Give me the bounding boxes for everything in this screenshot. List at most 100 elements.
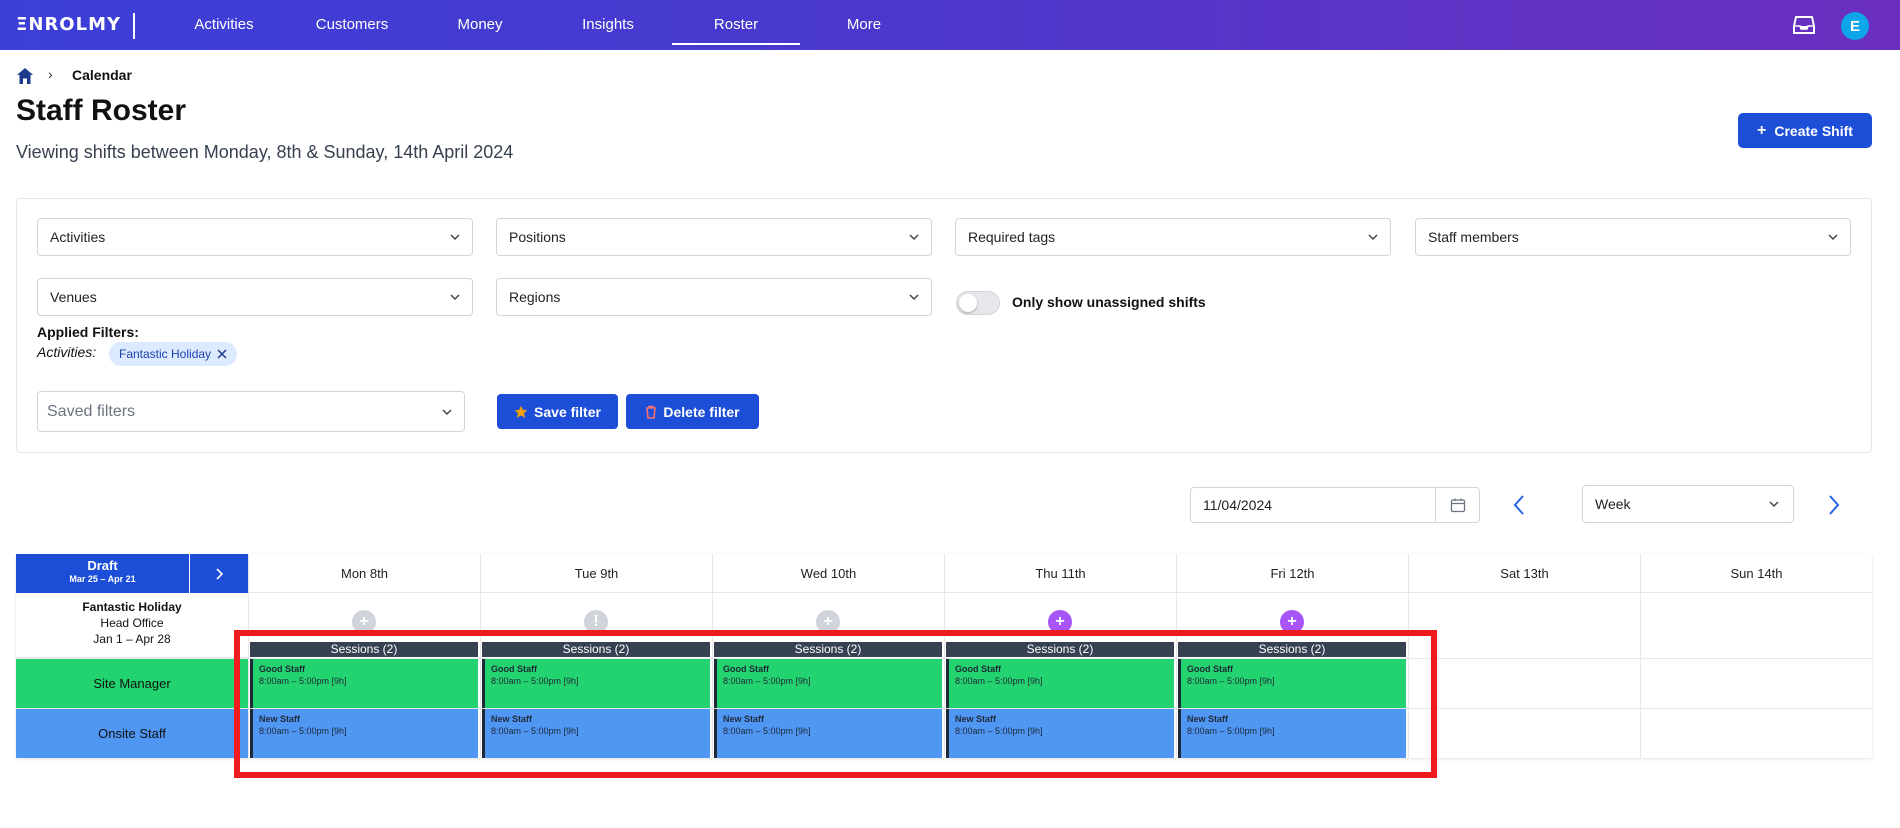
- shift-card[interactable]: Good Staff 8:00am – 5:00pm [9h]: [946, 659, 1174, 708]
- saved-filters-select[interactable]: Saved filters: [37, 391, 465, 432]
- sessions-bar-tue[interactable]: Sessions (2): [482, 642, 710, 657]
- logo-divider: [133, 13, 135, 39]
- applied-filter-chip-label: Fantastic Holiday: [119, 347, 212, 361]
- chevron-down-icon: [442, 409, 452, 416]
- day-column: [712, 593, 944, 758]
- shift-card[interactable]: Good Staff 8:00am – 5:00pm [9h]: [1178, 659, 1406, 708]
- nav-customers[interactable]: Customers: [315, 16, 389, 33]
- unassigned-shifts-label: Only show unassigned shifts: [1012, 294, 1206, 310]
- sessions-bar-fri[interactable]: Sessions (2): [1178, 642, 1406, 657]
- nav-activities[interactable]: Activities: [194, 16, 254, 33]
- unassigned-shifts-toggle[interactable]: [956, 291, 1000, 315]
- day-header-sat: Sat 13th: [1408, 554, 1640, 593]
- day-header-fri: Fri 12th: [1176, 554, 1408, 593]
- shift-time: 8:00am – 5:00pm [9h]: [955, 676, 1043, 686]
- save-filter-button[interactable]: Save filter: [497, 394, 618, 429]
- activity-info: Fantastic Holiday Head Office Jan 1 – Ap…: [16, 593, 248, 658]
- page-subtitle: Viewing shifts between Monday, 8th & Sun…: [16, 142, 514, 162]
- nav-money[interactable]: Money: [457, 16, 503, 33]
- shift-card[interactable]: Good Staff 8:00am – 5:00pm [9h]: [250, 659, 478, 708]
- applied-filters-label: Applied Filters:: [37, 324, 139, 340]
- saved-filters-placeholder: Saved filters: [47, 403, 136, 420]
- home-icon[interactable]: [16, 67, 34, 85]
- shift-staff-name: Good Staff: [259, 664, 305, 674]
- shift-card[interactable]: New Staff 8:00am – 5:00pm [9h]: [946, 709, 1174, 758]
- view-select[interactable]: Week: [1582, 485, 1794, 523]
- previous-week-arrow-icon[interactable]: [1512, 494, 1526, 516]
- day-header-thu: Thu 11th: [944, 554, 1176, 593]
- shift-card[interactable]: New Staff 8:00am – 5:00pm [9h]: [714, 709, 942, 758]
- date-input-value: 11/04/2024: [1203, 497, 1273, 513]
- nav-roster[interactable]: Roster: [672, 0, 800, 50]
- day-column: [248, 593, 480, 758]
- shift-card[interactable]: New Staff 8:00am – 5:00pm [9h]: [250, 709, 478, 758]
- positions-select[interactable]: Positions: [496, 218, 932, 256]
- logo[interactable]: ΞNROLMY: [16, 14, 122, 35]
- create-shift-button[interactable]: + Create Shift: [1738, 113, 1872, 148]
- shift-staff-name: Good Staff: [955, 664, 1001, 674]
- row-divider: [16, 708, 1872, 709]
- shift-card[interactable]: New Staff 8:00am – 5:00pm [9h]: [1178, 709, 1406, 758]
- shift-card[interactable]: Good Staff 8:00am – 5:00pm [9h]: [714, 659, 942, 708]
- shift-staff-name: Good Staff: [1187, 664, 1233, 674]
- draft-next-button[interactable]: [189, 554, 248, 593]
- delete-filter-button[interactable]: Delete filter: [626, 394, 759, 429]
- plus-icon: +: [823, 613, 833, 630]
- role-onsite-staff: Onsite Staff: [16, 709, 248, 758]
- next-week-arrow-icon[interactable]: [1827, 494, 1841, 516]
- chevron-right-icon: [216, 567, 223, 580]
- delete-filter-label: Delete filter: [663, 403, 740, 420]
- calendar-button[interactable]: [1435, 488, 1479, 522]
- shift-card[interactable]: Good Staff 8:00am – 5:00pm [9h]: [482, 659, 710, 708]
- staff-members-select-label: Staff members: [1428, 229, 1519, 245]
- shift-time: 8:00am – 5:00pm [9h]: [955, 726, 1043, 736]
- shift-time: 8:00am – 5:00pm [9h]: [259, 676, 347, 686]
- plus-icon: +: [1055, 613, 1065, 630]
- plus-icon: +: [1757, 121, 1767, 139]
- save-filter-label: Save filter: [534, 403, 601, 420]
- day-column: [1640, 593, 1872, 758]
- user-avatar[interactable]: E: [1841, 12, 1869, 40]
- required-tags-select[interactable]: Required tags: [955, 218, 1391, 256]
- day-column: [1408, 593, 1640, 758]
- day-header-sun: Sun 14th: [1640, 554, 1872, 593]
- toggle-knob: [959, 294, 977, 312]
- view-select-label: Week: [1595, 496, 1631, 512]
- shift-staff-name: New Staff: [723, 714, 765, 724]
- create-shift-label: Create Shift: [1774, 122, 1853, 139]
- day-column: [944, 593, 1176, 758]
- date-input[interactable]: 11/04/2024: [1190, 487, 1480, 523]
- plus-icon: +: [359, 613, 369, 630]
- plus-icon: !: [593, 613, 599, 630]
- sessions-bar-mon[interactable]: Sessions (2): [250, 642, 478, 657]
- calendar-icon: [1450, 498, 1465, 513]
- applied-activities-label: Activities:: [37, 344, 97, 360]
- role-site-manager: Site Manager: [16, 659, 248, 708]
- regions-select-label: Regions: [509, 289, 561, 305]
- close-icon[interactable]: [217, 349, 227, 359]
- top-navigation: ΞNROLMY Activities Customers Money Insig…: [0, 0, 1900, 50]
- row-divider: [16, 658, 1872, 659]
- activities-select[interactable]: Activities: [37, 218, 473, 256]
- trash-icon: [646, 405, 657, 419]
- shift-time: 8:00am – 5:00pm [9h]: [723, 676, 811, 686]
- sessions-bar-thu[interactable]: Sessions (2): [946, 642, 1174, 657]
- breadcrumb-current: Calendar: [72, 67, 132, 83]
- nav-more[interactable]: More: [846, 16, 882, 33]
- day-header-wed: Wed 10th: [712, 554, 944, 593]
- staff-members-select[interactable]: Staff members: [1415, 218, 1851, 256]
- activities-select-label: Activities: [50, 229, 106, 245]
- shift-card[interactable]: New Staff 8:00am – 5:00pm [9h]: [482, 709, 710, 758]
- chevron-down-icon: [1368, 234, 1378, 241]
- page-title: Staff Roster: [16, 94, 187, 127]
- sessions-bar-wed[interactable]: Sessions (2): [714, 642, 942, 657]
- activity-range: Jan 1 – Apr 28: [93, 632, 171, 646]
- regions-select[interactable]: Regions: [496, 278, 932, 316]
- shift-staff-name: New Staff: [259, 714, 301, 724]
- chevron-down-icon: [909, 294, 919, 301]
- nav-insights[interactable]: Insights: [582, 16, 634, 33]
- venues-select[interactable]: Venues: [37, 278, 473, 316]
- shift-time: 8:00am – 5:00pm [9h]: [1187, 726, 1275, 736]
- inbox-icon[interactable]: [1793, 15, 1815, 35]
- applied-filter-chip: Fantastic Holiday: [109, 342, 238, 366]
